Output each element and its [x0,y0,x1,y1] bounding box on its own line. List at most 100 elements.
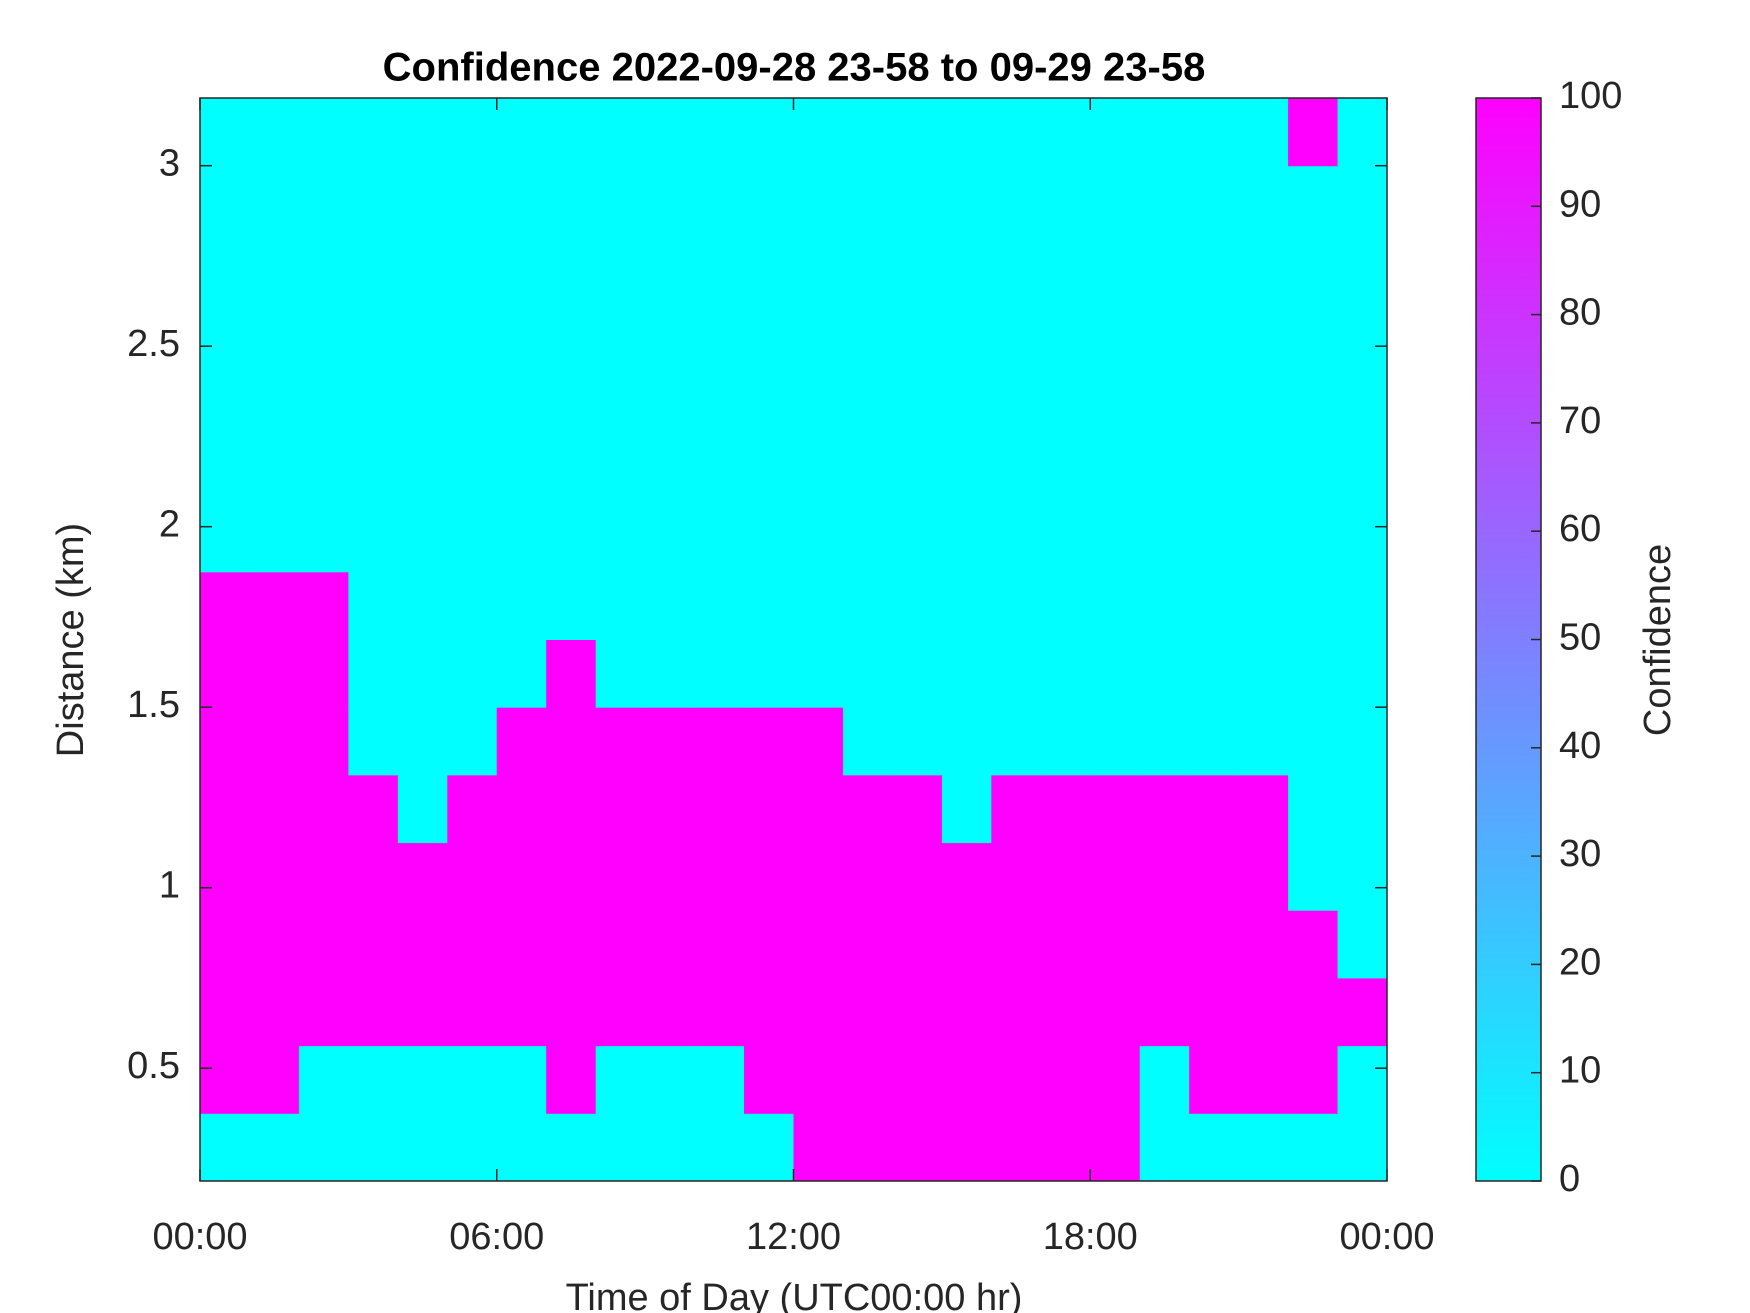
heatmap-cell [793,639,844,708]
heatmap-cell [249,436,300,505]
heatmap-cell [1337,707,1388,776]
heatmap-cell [1040,842,1091,911]
heatmap-cell [298,1113,349,1182]
heatmap-cell [991,233,1042,302]
heatmap-cell [1288,910,1339,979]
heatmap-cell [249,571,300,640]
heatmap-cell [842,301,893,370]
heatmap-cell [1139,368,1190,437]
y-tick-label: 2 [159,504,180,546]
heatmap-cell [496,1045,547,1114]
heatmap-cell [842,571,893,640]
heatmap-cell [447,639,498,708]
heatmap-cell [1288,165,1339,234]
heatmap-cell [595,233,646,302]
heatmap-cell [892,571,943,640]
heatmap-cell [447,842,498,911]
heatmap-cell [744,707,794,776]
heatmap-cell [348,436,399,505]
heatmap-cell [744,910,794,979]
heatmap-cell [1288,639,1339,708]
heatmap-cell [892,301,943,370]
heatmap-cell [991,1045,1042,1114]
heatmap-cell [1189,301,1240,370]
heatmap-cell [842,910,893,979]
heatmap-cell [1139,1113,1190,1182]
heatmap-cell [1090,368,1141,437]
heatmap-cell [496,368,547,437]
heatmap-cell [546,571,597,640]
heatmap-cell [892,436,943,505]
heatmap-cell [1288,977,1339,1047]
heatmap-cell [1189,165,1240,234]
heatmap-cell [1139,98,1190,167]
heatmap-cell [1337,504,1388,573]
heatmap-cell [200,1113,250,1182]
heatmap-cell [645,233,696,302]
y-tick-label: 0.5 [127,1045,180,1087]
heatmap-cell [496,165,547,234]
heatmap-cell [793,98,844,167]
heatmap-cell [397,842,448,911]
heatmap-cell [694,233,745,302]
heatmap-cell [991,639,1042,708]
heatmap-cell [1139,165,1190,234]
heatmap-cell [447,436,498,505]
colorbar-tick-label: 70 [1559,400,1601,442]
heatmap-cell [200,98,250,167]
heatmap-cell [546,368,597,437]
heatmap-cell [744,571,794,640]
heatmap-cell [793,301,844,370]
heatmap-cell [645,842,696,911]
y-tick-label: 1.5 [127,684,180,726]
colorbar-tick-label: 20 [1559,941,1601,983]
heatmap-cell [595,1045,646,1114]
heatmap-cell [892,368,943,437]
heatmap-cell [1238,639,1289,708]
heatmap-cell [645,301,696,370]
heatmap-cell [892,977,943,1047]
heatmap-cell [249,910,300,979]
heatmap-cell [397,233,448,302]
heatmap-cell [1288,842,1339,911]
heatmap-cell [645,504,696,573]
heatmap-cell [546,639,597,708]
heatmap-cell [298,639,349,708]
heatmap-cell [941,842,992,911]
heatmap-cell [991,910,1042,979]
heatmap-cell [397,910,448,979]
heatmap-cell [546,1113,597,1182]
heatmap-cell [249,368,300,437]
heatmap-cell [397,368,448,437]
heatmap-cell [595,1113,646,1182]
heatmap-cell [200,504,250,573]
heatmap-cell [744,98,794,167]
heatmap-cell [645,368,696,437]
heatmap-cell [1139,774,1190,844]
heatmap-cell [447,368,498,437]
colorbar-tick-label: 60 [1559,508,1601,550]
heatmap-cell [793,368,844,437]
colorbar [1475,97,1542,1182]
heatmap-cell [991,842,1042,911]
heatmap-cell [200,436,250,505]
heatmap-cell [1288,571,1339,640]
colorbar-tick-label: 100 [1559,75,1622,117]
heatmap-cell [1337,639,1388,708]
heatmap-cell [397,504,448,573]
heatmap-cell [694,910,745,979]
heatmap-cell [1090,707,1141,776]
heatmap-cell [298,571,349,640]
heatmap-cell [991,977,1042,1047]
heatmap-cell [595,368,646,437]
heatmap-cell [496,707,547,776]
heatmap-cell [991,707,1042,776]
heatmap-cell [249,301,300,370]
heatmap-cell [200,707,250,776]
heatmap-cell [1040,98,1091,167]
heatmap-cell [793,842,844,911]
heatmap-cell [1337,368,1388,437]
heatmap-cell [348,910,399,979]
heatmap-cell [842,639,893,708]
heatmap-cell [991,301,1042,370]
